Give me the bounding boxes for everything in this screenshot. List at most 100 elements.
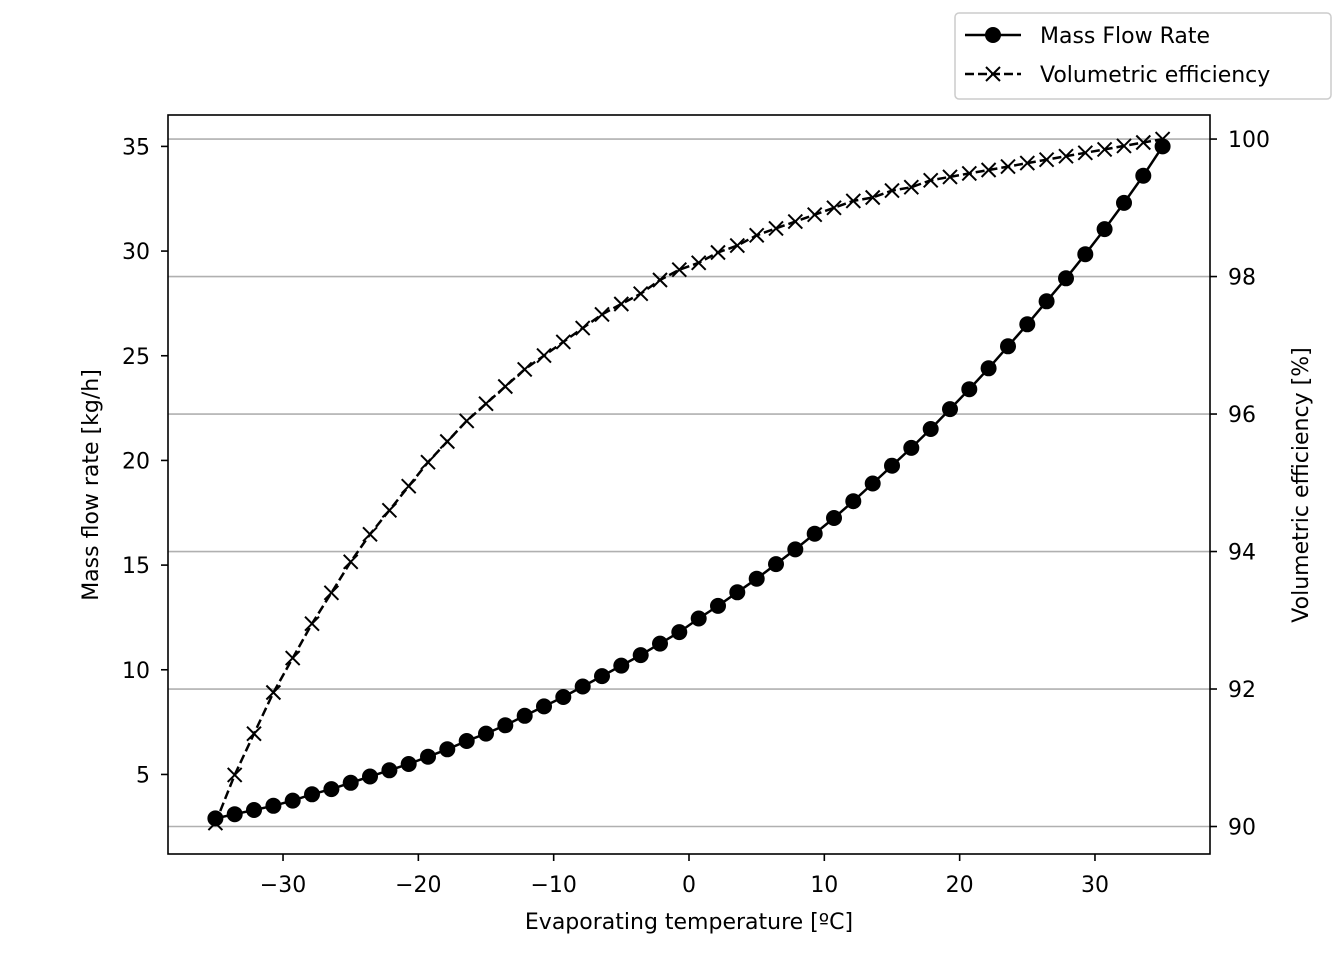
point-vol-eff bbox=[420, 454, 436, 470]
point-mass-flow bbox=[922, 421, 939, 437]
point-vol-eff bbox=[400, 478, 417, 494]
point-vol-eff bbox=[884, 182, 900, 199]
point-vol-eff bbox=[826, 200, 842, 216]
point-mass-flow bbox=[1019, 316, 1036, 333]
point-vol-eff bbox=[1096, 141, 1113, 158]
point-mass-flow bbox=[864, 475, 881, 492]
x-tick-label: 30 bbox=[1081, 873, 1109, 898]
point-mass-flow bbox=[516, 707, 533, 724]
point-vol-eff bbox=[497, 378, 514, 395]
y2-tick-label: 90 bbox=[1228, 816, 1256, 841]
point-mass-flow bbox=[497, 717, 514, 734]
point-vol-eff bbox=[980, 162, 997, 178]
grid-lines bbox=[168, 138, 1210, 828]
point-vol-eff bbox=[1154, 131, 1171, 147]
point-vol-eff bbox=[594, 306, 610, 323]
point-mass-flow bbox=[594, 668, 610, 685]
point-mass-flow bbox=[826, 510, 842, 526]
y2-tick-label: 98 bbox=[1228, 266, 1256, 291]
point-mass-flow bbox=[400, 756, 417, 772]
x-tick-label: −10 bbox=[530, 873, 576, 898]
point-vol-eff bbox=[381, 502, 398, 519]
point-vol-eff bbox=[690, 255, 707, 271]
point-vol-eff bbox=[1116, 138, 1132, 154]
x-axis: −30 −20 −10 0 10 20 30 bbox=[260, 854, 1109, 898]
y-tick-label: 15 bbox=[122, 554, 150, 579]
point-mass-flow bbox=[555, 689, 572, 705]
point-vol-eff bbox=[304, 615, 320, 632]
legend-label-mass-flow: Mass Flow Rate bbox=[1040, 24, 1210, 49]
point-vol-eff bbox=[845, 193, 862, 209]
point-mass-flow bbox=[420, 748, 436, 765]
point-mass-flow bbox=[574, 678, 591, 695]
x-axis-label: Evaporating temperature [ºC] bbox=[525, 910, 853, 935]
point-vol-eff bbox=[1000, 158, 1016, 175]
y-axis-right: 90 92 94 96 98 100 bbox=[1210, 128, 1270, 841]
point-mass-flow bbox=[961, 381, 978, 398]
point-mass-flow bbox=[439, 741, 456, 758]
point-vol-eff bbox=[671, 261, 688, 278]
y-tick-label: 5 bbox=[136, 763, 150, 788]
point-vol-eff bbox=[806, 206, 823, 223]
x-tick-label: −30 bbox=[260, 873, 306, 898]
point-vol-eff bbox=[516, 361, 533, 378]
x-tick-label: −20 bbox=[395, 873, 441, 898]
point-mass-flow bbox=[884, 457, 900, 474]
point-mass-flow bbox=[903, 439, 920, 456]
point-vol-eff bbox=[362, 526, 378, 543]
y2-axis-label: Volumetric efficiency [%] bbox=[1289, 347, 1314, 622]
point-mass-flow bbox=[536, 698, 552, 715]
legend-marker-vol-eff bbox=[985, 66, 1001, 82]
point-vol-eff bbox=[729, 237, 746, 254]
point-mass-flow bbox=[381, 762, 398, 779]
point-mass-flow bbox=[1135, 167, 1152, 184]
point-vol-eff bbox=[768, 220, 784, 237]
point-mass-flow bbox=[806, 525, 823, 542]
point-mass-flow bbox=[690, 610, 707, 627]
point-mass-flow bbox=[478, 725, 494, 742]
series-line-vol-eff bbox=[214, 137, 1163, 824]
y-axis-label: Mass flow rate [kg/h] bbox=[79, 369, 104, 601]
point-vol-eff bbox=[536, 347, 552, 364]
y-tick-label: 35 bbox=[122, 135, 150, 160]
point-vol-eff bbox=[1038, 151, 1055, 168]
point-mass-flow bbox=[729, 584, 746, 601]
series-line-mass-flow bbox=[215, 145, 1164, 820]
y-tick-label: 20 bbox=[122, 449, 150, 474]
point-mass-flow bbox=[342, 774, 359, 791]
point-mass-flow bbox=[226, 806, 243, 823]
legend-frame bbox=[954, 12, 1332, 100]
point-vol-eff bbox=[265, 684, 282, 701]
legend-label-vol-eff: Volumetric efficiency bbox=[1040, 63, 1270, 88]
point-vol-eff bbox=[922, 172, 939, 189]
point-vol-eff bbox=[632, 285, 649, 302]
x-tick-label: 10 bbox=[810, 873, 838, 898]
point-mass-flow bbox=[246, 802, 262, 818]
x-tick-label: 20 bbox=[946, 873, 974, 898]
point-mass-flow bbox=[652, 635, 668, 652]
point-vol-eff bbox=[439, 433, 456, 450]
point-mass-flow bbox=[632, 647, 649, 664]
point-mass-flow bbox=[748, 570, 765, 587]
point-mass-flow bbox=[458, 733, 475, 749]
y2-tick-label: 94 bbox=[1228, 541, 1256, 566]
point-vol-eff bbox=[1135, 134, 1152, 151]
point-mass-flow bbox=[362, 768, 378, 785]
y2-tick-label: 100 bbox=[1228, 128, 1270, 153]
point-vol-eff bbox=[323, 585, 340, 601]
point-mass-flow bbox=[710, 597, 726, 614]
point-mass-flow bbox=[1116, 194, 1132, 211]
point-vol-eff bbox=[961, 165, 978, 182]
point-mass-flow bbox=[845, 493, 862, 510]
point-mass-flow bbox=[671, 624, 688, 641]
y-tick-label: 10 bbox=[122, 659, 150, 684]
legend-marker-mass-flow bbox=[985, 27, 1001, 43]
point-mass-flow bbox=[768, 556, 784, 573]
plot-frame bbox=[167, 114, 1211, 855]
point-mass-flow bbox=[1058, 270, 1074, 287]
point-vol-eff bbox=[787, 213, 804, 230]
point-mass-flow bbox=[207, 810, 224, 827]
point-vol-eff bbox=[1019, 155, 1036, 171]
point-vol-eff bbox=[903, 179, 920, 195]
legend: Mass Flow Rate Volumetric efficiency bbox=[954, 12, 1332, 100]
